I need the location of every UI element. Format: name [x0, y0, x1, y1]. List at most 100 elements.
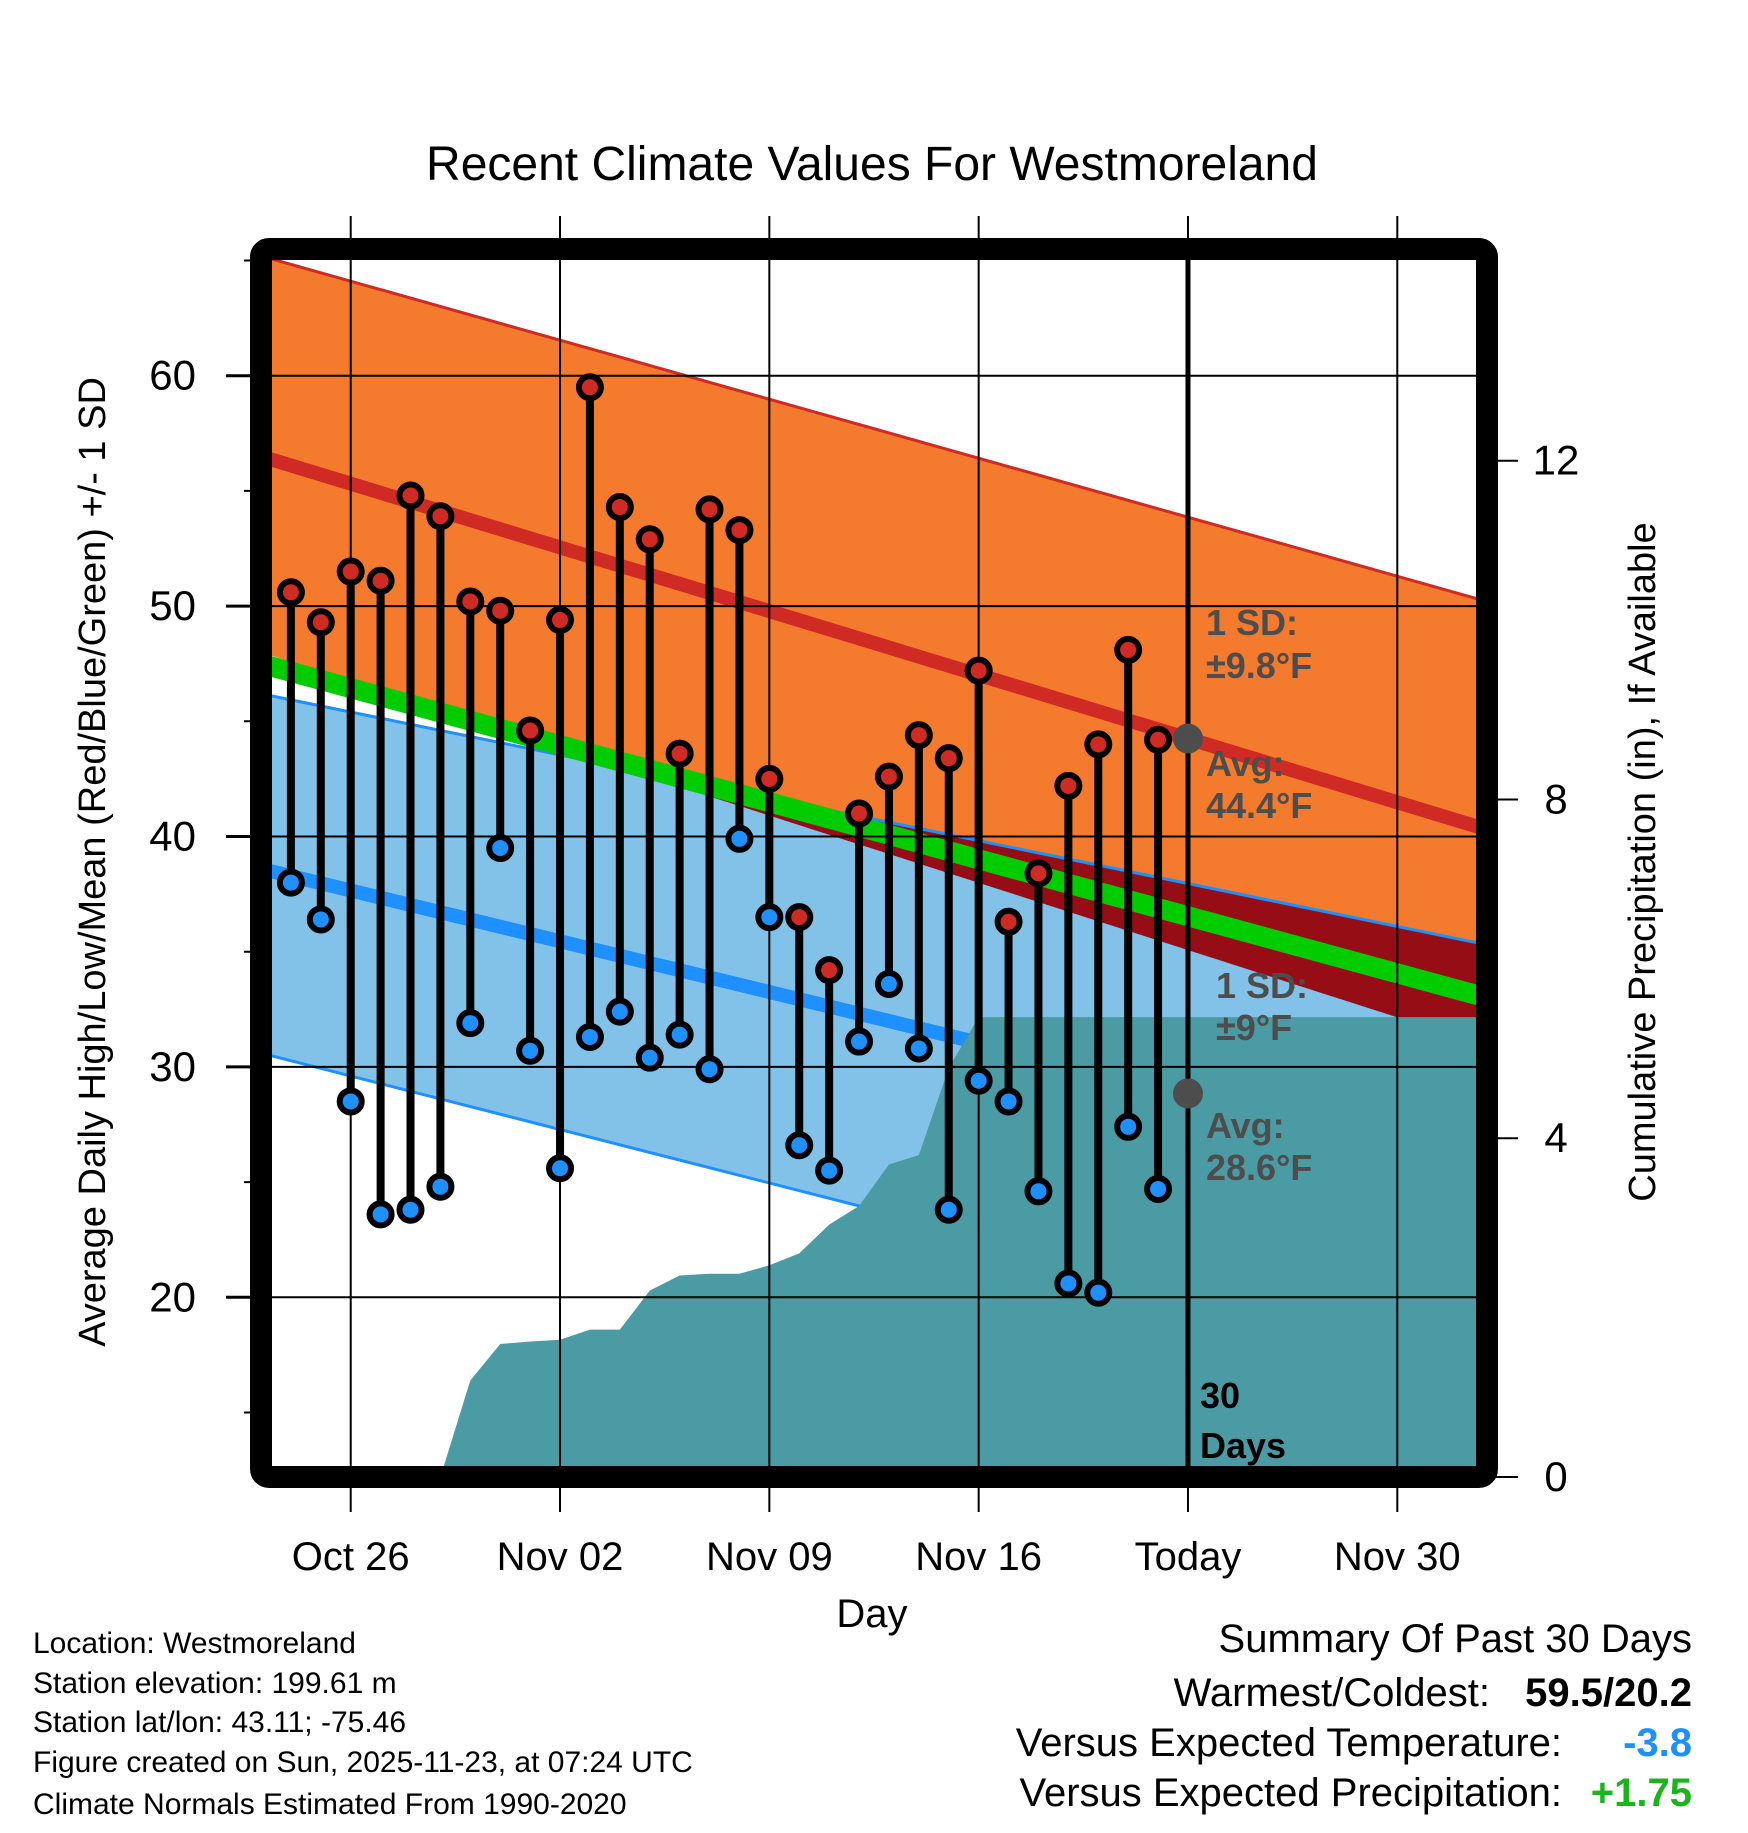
summary-title: Summary Of Past 30 Days: [1219, 1617, 1692, 1661]
daily-observation: [994, 907, 1023, 1116]
today-avg-high-marker: [1172, 723, 1203, 754]
daily-observation: [1084, 730, 1113, 1307]
low-sd-value: ±9°F: [1216, 1007, 1292, 1048]
low-point: [426, 1172, 455, 1201]
high-point: [456, 587, 485, 616]
high-point: [516, 716, 545, 745]
low-avg-label: Avg:: [1206, 1105, 1285, 1146]
low-point: [396, 1195, 425, 1224]
window-days-number: 30: [1200, 1375, 1240, 1416]
y2-axis-label: Cumulative Precipitation (in), If Availa…: [1622, 522, 1664, 1201]
daily-observation: [396, 481, 425, 1224]
y-axis-label: Average Daily High/Low/Mean (Red/Blue/Gr…: [72, 377, 114, 1347]
daily-observation: [336, 557, 365, 1116]
y-tick-label: 50: [149, 582, 196, 629]
daily-observation: [874, 762, 903, 998]
high-point: [874, 762, 903, 791]
high-point: [785, 903, 814, 932]
daily-observation: [1024, 859, 1053, 1206]
low-avg-value: 28.6°F: [1206, 1147, 1312, 1188]
low-point: [486, 834, 515, 863]
x-tick-label: Nov 02: [497, 1535, 624, 1579]
low-point: [336, 1087, 365, 1116]
daily-observation: [516, 716, 545, 1065]
summary-warm-cold-label: Warmest/Coldest:: [1174, 1671, 1490, 1715]
high-point: [1024, 859, 1053, 888]
low-point: [725, 824, 754, 853]
low-point: [934, 1195, 963, 1224]
daily-observation: [964, 656, 993, 1095]
high-point: [815, 956, 844, 985]
low-point: [994, 1087, 1023, 1116]
daily-observation: [785, 903, 814, 1160]
footer-elevation: Station elevation: 199.61 m: [33, 1667, 397, 1700]
high-point: [605, 493, 634, 522]
high-point: [336, 557, 365, 586]
daily-observation: [695, 495, 724, 1084]
daily-observation: [845, 799, 874, 1056]
high-point: [276, 578, 305, 607]
avg-mean-line: [261, 654, 1487, 1008]
daily-observation: [904, 721, 933, 1063]
high-point: [725, 516, 754, 545]
daily-observation: [306, 608, 335, 934]
daily-observation: [426, 502, 455, 1201]
summary-precip-label: Versus Expected Precipitation:: [1019, 1771, 1562, 1815]
y2-tick-label: 8: [1544, 775, 1567, 822]
daily-observation: [276, 578, 305, 897]
low-point: [605, 997, 634, 1026]
summary-temp-value: -3.8: [1623, 1721, 1692, 1765]
low-point: [665, 1020, 694, 1049]
low-point: [276, 868, 305, 897]
high-point: [1144, 725, 1173, 754]
low-point: [1024, 1177, 1053, 1206]
y-tick-label: 30: [149, 1043, 196, 1090]
summary-warm-cold-value: 59.5/20.2: [1525, 1671, 1692, 1715]
daily-observation: [1054, 771, 1083, 1298]
footer-normals: Climate Normals Estimated From 1990-2020: [33, 1788, 627, 1821]
high-point: [934, 744, 963, 773]
low-point: [456, 1009, 485, 1038]
low-point: [695, 1055, 724, 1084]
daily-observation: [815, 956, 844, 1185]
daily-observation: [1144, 725, 1173, 1204]
low-point: [1054, 1269, 1083, 1298]
daily-observation: [725, 516, 754, 853]
low-sd-label: 1 SD:: [1216, 965, 1308, 1006]
x-tick-label: Nov 09: [706, 1535, 833, 1579]
y-tick-label: 60: [149, 352, 196, 399]
low-point: [516, 1036, 545, 1065]
daily-observation: [456, 587, 485, 1038]
high-point: [546, 605, 575, 634]
daily-observation: [934, 744, 963, 1224]
high-point: [396, 481, 425, 510]
avg-high-line: [261, 449, 1487, 837]
footer-latlon: Station lat/lon: 43.11; -75.46: [33, 1706, 406, 1739]
daily-observation: [755, 764, 784, 932]
x-tick-label: Nov 30: [1334, 1535, 1461, 1579]
summary-temp-label: Versus Expected Temperature:: [1016, 1721, 1562, 1765]
window-days-label: Days: [1200, 1425, 1286, 1466]
low-point: [785, 1131, 814, 1160]
daily-observation: [665, 739, 694, 1049]
high-point: [426, 502, 455, 531]
low-point: [575, 1022, 604, 1051]
daily-observation: [1114, 635, 1143, 1141]
footer-location: Location: Westmoreland: [33, 1627, 356, 1660]
y2-tick-label: 0: [1544, 1453, 1567, 1500]
low-point: [845, 1027, 874, 1056]
high-point: [964, 656, 993, 685]
y2-tick-label: 12: [1533, 437, 1580, 484]
x-tick-label: Oct 26: [292, 1535, 410, 1579]
y-tick-label: 20: [149, 1273, 196, 1320]
high-point: [845, 799, 874, 828]
summary-precip-value: +1.75: [1591, 1771, 1692, 1815]
high-sd-value: ±9.8°F: [1206, 645, 1312, 686]
x-tick-label: Nov 16: [915, 1535, 1042, 1579]
low-point: [755, 903, 784, 932]
high-point: [665, 739, 694, 768]
high-point: [635, 525, 664, 554]
daily-observation: [635, 525, 664, 1072]
